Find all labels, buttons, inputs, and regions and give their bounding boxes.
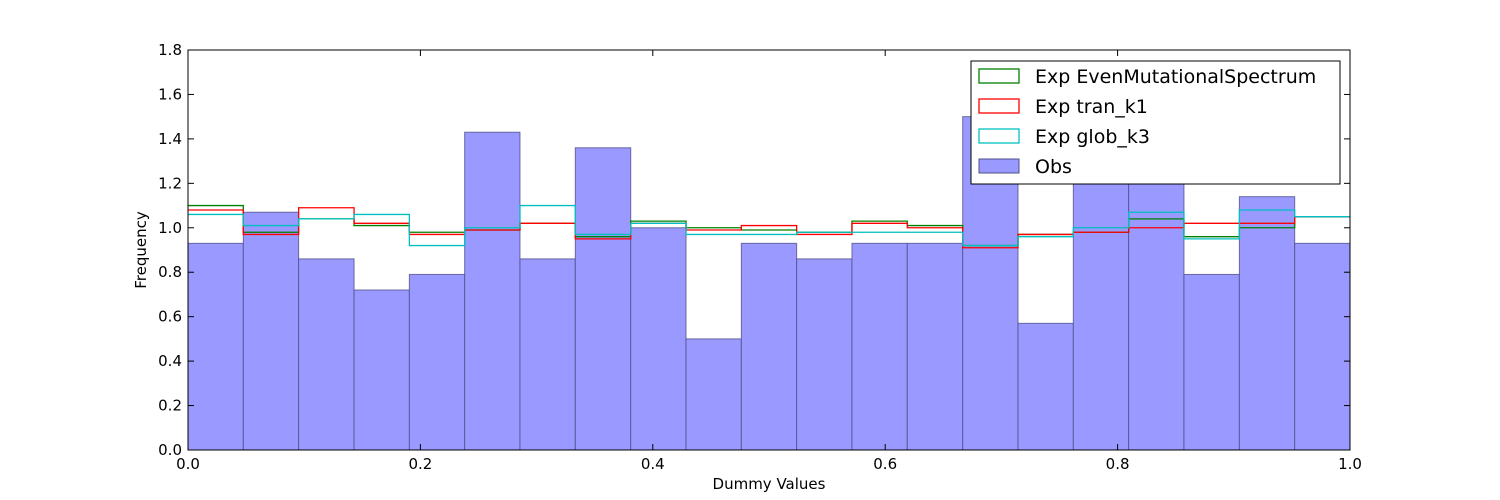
y-tick-label: 1.8 — [158, 41, 182, 59]
legend-label: Exp glob_k3 — [1035, 126, 1150, 148]
plot-frame — [187, 49, 1351, 451]
y-tick-label: 1.2 — [158, 174, 182, 192]
legend-swatch — [978, 98, 1020, 114]
obs-bar — [1017, 322, 1074, 451]
legend: Exp EvenMutationalSpectrum Exp tran_k1 Exp… — [970, 60, 1341, 185]
obs-bar — [1183, 273, 1240, 451]
y-tick-label: 1.0 — [158, 219, 182, 237]
obs-bar — [740, 242, 798, 451]
legend-label: Exp tran_k1 — [1035, 96, 1148, 118]
axis-ticks: 0.0 0.2 0.4 0.6 0.8 1.0 0.0 0.2 0.4 0.6 0.8 1.0 1.2 1… — [158, 41, 1362, 473]
obs-bar — [685, 338, 742, 451]
obs-bar — [519, 258, 576, 451]
y-tick-label: 1.4 — [158, 130, 182, 148]
expected-step-line — [188, 207, 1350, 249]
obs-bar — [242, 211, 300, 451]
legend-label: Obs — [1035, 156, 1072, 178]
obs-bar — [1238, 196, 1296, 451]
obs-bar — [906, 242, 964, 451]
obs-bar — [464, 131, 521, 451]
obs-bar — [187, 242, 244, 451]
expected-step-lines — [188, 204, 1350, 249]
expected-step-line — [188, 204, 1350, 247]
x-tick-label: 0.0 — [176, 455, 200, 473]
y-tick-label: 0.0 — [158, 441, 182, 459]
x-axis-title: Dummy Values — [713, 475, 826, 493]
obs-bar — [851, 242, 908, 451]
obs-bar — [574, 147, 632, 451]
y-tick-label: 0.8 — [158, 263, 182, 281]
legend-label: Exp EvenMutationalSpectrum — [1035, 66, 1316, 88]
x-tick-label: 0.8 — [1106, 455, 1130, 473]
obs-bar — [408, 273, 466, 451]
y-axis-title: Frequency — [132, 211, 150, 289]
x-tick-label: 1.0 — [1338, 455, 1362, 473]
obs-bar — [298, 258, 355, 451]
obs-bar — [1072, 178, 1130, 451]
x-tick-label: 0.6 — [873, 455, 897, 473]
legend-swatch — [978, 128, 1020, 144]
x-tick-label: 0.4 — [641, 455, 665, 473]
y-tick-label: 0.4 — [158, 352, 182, 370]
obs-bar — [796, 258, 853, 451]
obs-bar — [630, 227, 687, 451]
y-tick-label: 1.6 — [158, 85, 182, 103]
legend-swatch — [978, 68, 1020, 84]
expected-step-line — [188, 204, 1350, 247]
legend-box — [970, 60, 1341, 185]
y-tick-label: 0.6 — [158, 308, 182, 326]
legend-swatch — [978, 158, 1020, 174]
obs-bars — [187, 116, 1351, 451]
obs-bar — [353, 289, 410, 451]
y-tick-label: 0.2 — [158, 397, 182, 415]
obs-bar — [1294, 242, 1351, 451]
x-tick-label: 0.2 — [408, 455, 432, 473]
obs-bar — [1128, 178, 1185, 451]
